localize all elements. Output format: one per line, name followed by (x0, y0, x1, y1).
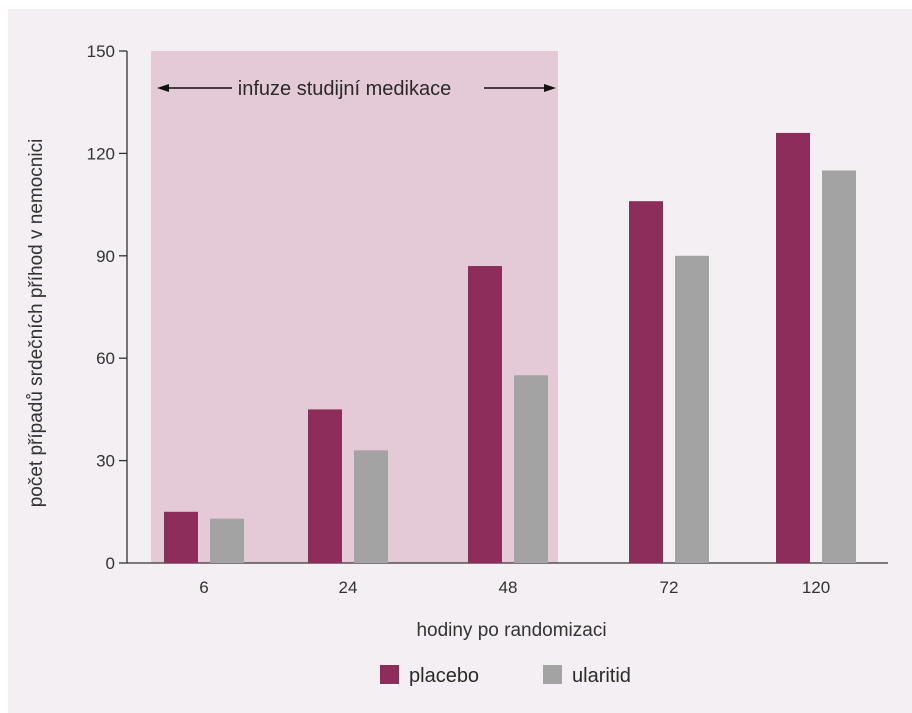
bar-ularitid-72 (675, 255, 709, 564)
infusion-annotation: infuze studijní medikace (157, 78, 556, 100)
y-tick-label: 60 (96, 349, 115, 368)
bar-placebo-48 (468, 266, 502, 563)
legend: placebo ularitid (380, 665, 631, 687)
bar-placebo-24 (308, 409, 342, 563)
x-axis: 6 24 48 72 120 (127, 562, 888, 597)
legend-swatch (543, 665, 562, 684)
legend-label: placebo (409, 665, 479, 687)
x-tick-label: 72 (660, 578, 679, 597)
legend-label: ularitid (572, 665, 631, 687)
infusion-label: infuze studijní medikace (238, 78, 451, 100)
y-tick-label: 90 (96, 247, 115, 266)
bars (164, 132, 856, 564)
arrow-right-head (544, 84, 556, 92)
x-axis-title: hodiny po randomizaci (416, 620, 606, 641)
y-tick-label: 30 (96, 452, 115, 471)
bar-ularitid-6 (210, 518, 244, 563)
arrow-left-head (157, 84, 169, 92)
y-tick-label: 0 (106, 554, 115, 573)
legend-swatch (380, 665, 399, 684)
y-axis-title: počet případů srdečních příhod v nemocni… (26, 139, 47, 508)
y-axis: 0 30 60 90 120 150 (87, 42, 128, 573)
bar-placebo-6 (164, 511, 198, 563)
bar-ularitid-120 (822, 170, 856, 563)
bar-placebo-120 (776, 132, 810, 564)
legend-item-placebo: placebo (380, 665, 479, 687)
legend-item-ularitid: ularitid (543, 665, 631, 687)
x-tick-label: 48 (499, 578, 518, 597)
bar-ularitid-24 (354, 450, 388, 563)
x-tick-label: 120 (802, 578, 830, 597)
y-tick-label: 120 (87, 144, 115, 163)
bar-placebo-72 (629, 201, 663, 564)
y-tick-label: 150 (87, 42, 115, 61)
x-tick-label: 24 (339, 578, 358, 597)
x-tick-label: 6 (199, 578, 208, 597)
bar-ularitid-48 (514, 375, 548, 563)
